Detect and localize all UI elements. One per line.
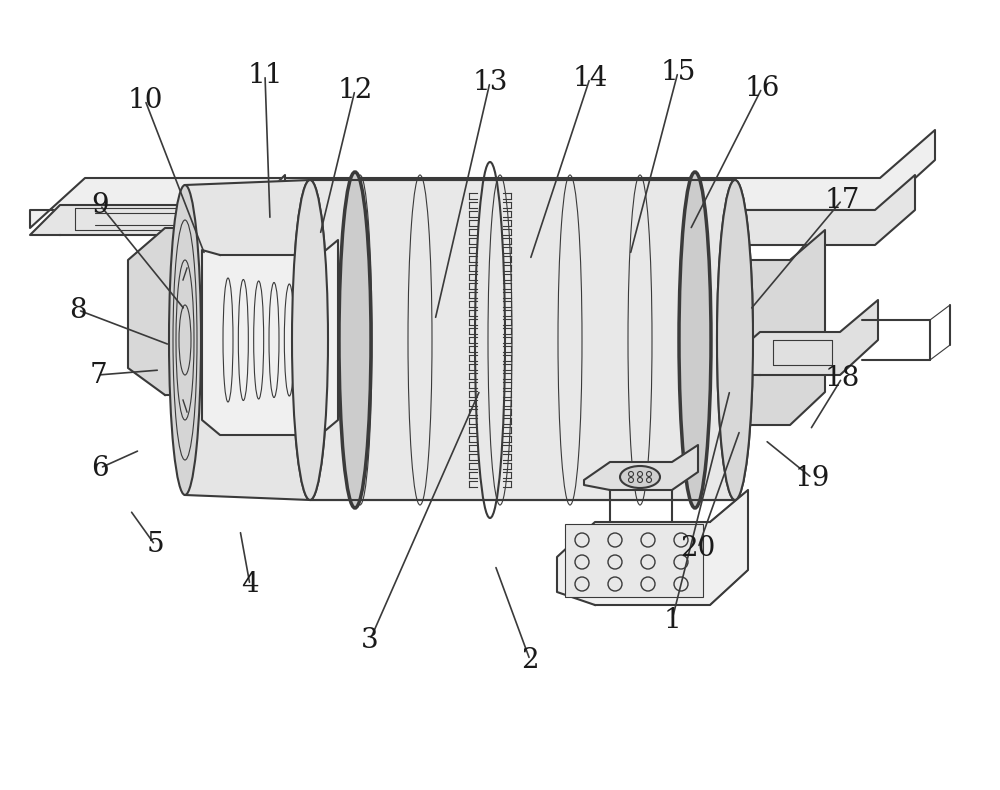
Polygon shape: [722, 300, 878, 375]
Text: 19: 19: [794, 465, 830, 491]
Text: 10: 10: [127, 86, 163, 114]
Polygon shape: [185, 180, 310, 500]
Text: 7: 7: [89, 362, 107, 389]
Polygon shape: [675, 230, 825, 425]
Polygon shape: [557, 490, 748, 605]
Ellipse shape: [620, 466, 660, 488]
Ellipse shape: [292, 180, 328, 500]
Text: 12: 12: [337, 77, 373, 103]
Polygon shape: [655, 175, 915, 245]
Text: 18: 18: [824, 364, 860, 392]
Text: 9: 9: [91, 191, 109, 219]
Text: 16: 16: [744, 74, 780, 101]
Ellipse shape: [310, 268, 326, 412]
Text: 8: 8: [69, 296, 87, 323]
Ellipse shape: [717, 180, 753, 500]
Text: 1: 1: [663, 607, 681, 634]
Bar: [565, 524, 703, 597]
Ellipse shape: [339, 172, 371, 508]
Text: 20: 20: [680, 535, 716, 562]
Polygon shape: [415, 200, 555, 400]
Text: 11: 11: [247, 62, 283, 88]
Polygon shape: [584, 445, 698, 490]
Text: 5: 5: [146, 532, 164, 559]
Ellipse shape: [679, 172, 711, 508]
Text: 4: 4: [241, 571, 259, 599]
Polygon shape: [30, 130, 935, 228]
Text: 15: 15: [660, 58, 696, 85]
Ellipse shape: [292, 180, 328, 500]
Text: 3: 3: [361, 626, 379, 653]
Ellipse shape: [717, 180, 753, 500]
Text: 17: 17: [824, 186, 860, 213]
Polygon shape: [310, 180, 735, 500]
Polygon shape: [30, 175, 285, 235]
Polygon shape: [128, 200, 290, 395]
Polygon shape: [202, 240, 338, 435]
Text: 13: 13: [472, 69, 508, 96]
Text: 2: 2: [521, 646, 539, 674]
Text: 14: 14: [572, 65, 608, 92]
Text: 6: 6: [91, 454, 109, 481]
Ellipse shape: [169, 185, 201, 495]
